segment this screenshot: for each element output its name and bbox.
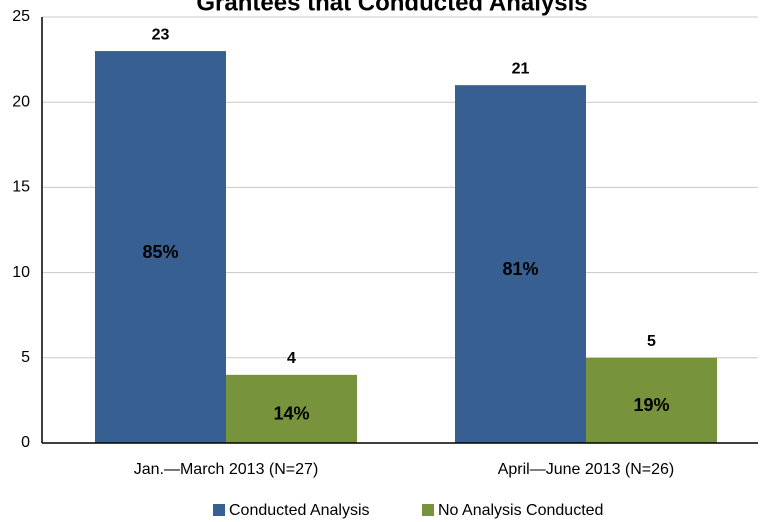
- y-tick-label: 25: [12, 8, 30, 25]
- share-label: 14%: [273, 404, 309, 424]
- data-label: 4: [287, 350, 296, 367]
- y-tick-label: 20: [12, 93, 30, 110]
- y-tick-label: 5: [21, 349, 30, 366]
- x-tick-label: April—June 2013 (N=26): [498, 461, 675, 478]
- data-label: 5: [647, 333, 656, 350]
- share-label: 19%: [633, 395, 669, 415]
- bar: [226, 374, 357, 443]
- data-label: 23: [152, 26, 170, 43]
- data-label: 21: [512, 60, 530, 77]
- legend-label: Conducted Analysis: [229, 502, 370, 519]
- share-label: 85%: [142, 242, 178, 262]
- legend-swatch: [213, 504, 225, 516]
- x-tick-label: Jan.—March 2013 (N=27): [134, 461, 319, 478]
- share-label: 81%: [502, 259, 538, 279]
- chart-title: Grantees that Conducted Analysis: [196, 0, 587, 16]
- legend-swatch: [422, 504, 434, 516]
- y-tick-label: 10: [12, 264, 30, 281]
- bar: [455, 85, 586, 443]
- y-tick-label: 15: [12, 179, 30, 196]
- y-tick-label: 0: [21, 434, 30, 451]
- legend-label: No Analysis Conducted: [438, 502, 603, 519]
- bar: [95, 51, 226, 444]
- bar: [586, 357, 717, 443]
